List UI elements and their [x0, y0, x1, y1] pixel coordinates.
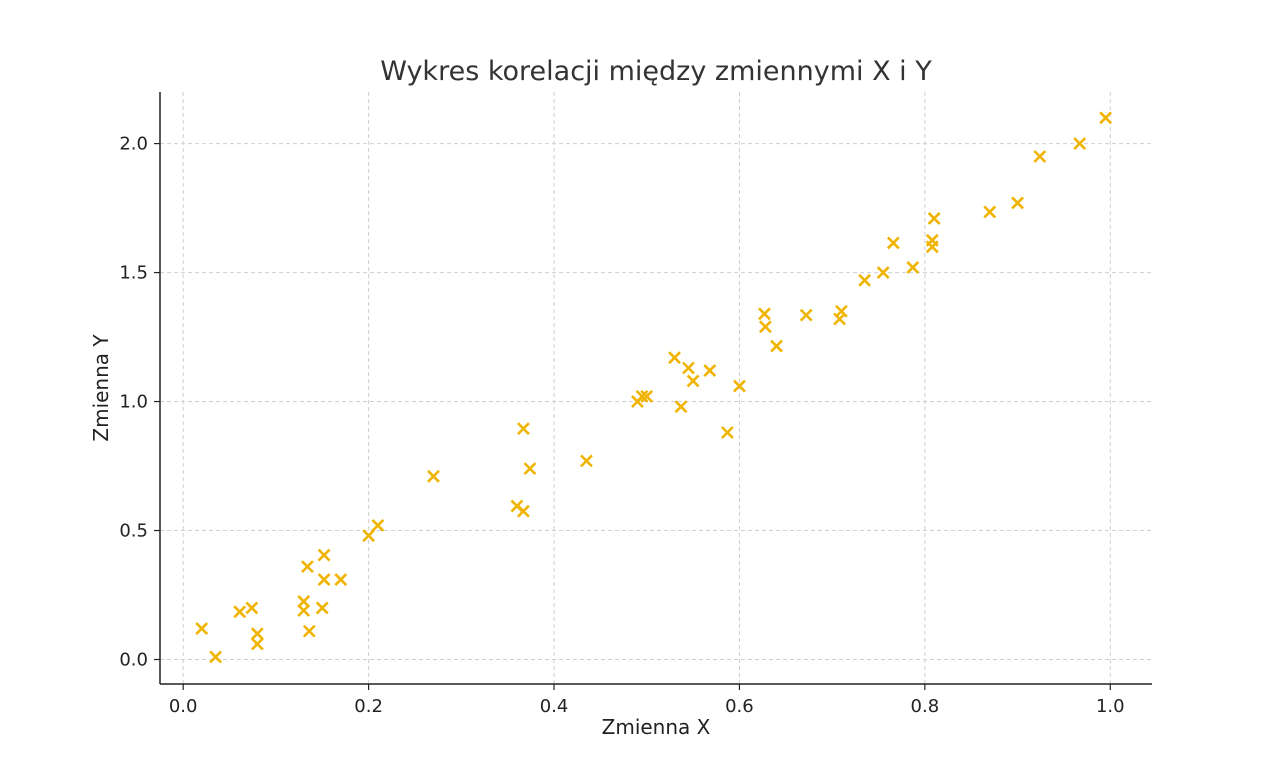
data-point-marker [1033, 150, 1047, 163]
y-axis-label: Zmienna Y [89, 334, 113, 442]
data-point-marker [733, 379, 746, 393]
data-point-marker [250, 637, 264, 651]
data-point-marker [876, 266, 890, 279]
data-point-marker [635, 389, 649, 403]
data-point-marker [517, 504, 530, 518]
data-point-marker [523, 462, 537, 476]
data-point-marker [703, 364, 717, 378]
data-point-marker [686, 374, 700, 388]
data-point-marker [245, 601, 259, 615]
data-point-marker [682, 361, 695, 375]
x-tick-label: 1.0 [1096, 696, 1125, 717]
data-point-marker [371, 518, 385, 532]
y-tick-label: 1.5 [119, 263, 148, 284]
y-tick-label: 0.0 [119, 649, 148, 670]
data-point-marker [674, 400, 688, 414]
chart-title: Wykres korelacji między zmiennymi X i Y [380, 56, 932, 87]
data-point-marker [1099, 111, 1113, 125]
data-point-marker [1073, 137, 1087, 151]
data-point-marker [195, 622, 209, 635]
x-tick-label: 0.2 [354, 696, 383, 717]
y-axis-ticks: 0.0 0.5 1.0 1.5 2.0 [119, 134, 160, 670]
data-point-marker [302, 624, 316, 638]
data-point-marker [427, 469, 440, 483]
data-point-marker [297, 595, 311, 608]
x-axis-label: Zmienna X [602, 715, 711, 739]
x-tick-label: 0.6 [725, 696, 754, 717]
x-axis-ticks: 0.0 0.2 0.4 0.6 0.8 1.0 [169, 684, 1125, 717]
data-point-marker [799, 308, 813, 322]
data-point-marker [668, 351, 681, 365]
data-point-marker [906, 260, 920, 274]
data-point-marker [720, 426, 734, 439]
data-point-marker [835, 304, 848, 318]
data-point-marker [317, 548, 331, 562]
y-tick-label: 1.0 [119, 392, 148, 413]
data-point-marker [233, 605, 247, 619]
data-point-marker [886, 236, 900, 250]
data-point-marker [580, 454, 593, 468]
data-point-marker [858, 273, 872, 287]
data-point-marker [209, 650, 223, 664]
grid-lines [160, 92, 1152, 684]
data-point-marker [362, 529, 376, 543]
y-tick-label: 0.5 [119, 521, 148, 542]
x-tick-label: 0.4 [540, 696, 569, 717]
data-point-marker [983, 205, 997, 219]
data-point-marker [300, 560, 314, 574]
data-point-marker [250, 627, 264, 641]
data-points [195, 111, 1113, 664]
data-point-marker [770, 339, 783, 353]
data-point-marker [927, 211, 941, 225]
x-tick-label: 0.8 [911, 696, 940, 717]
data-point-marker [517, 422, 530, 436]
data-point-marker [925, 233, 939, 247]
x-tick-label: 0.0 [169, 696, 198, 717]
data-point-marker [640, 389, 654, 403]
data-point-marker [315, 601, 329, 615]
data-point-marker [317, 573, 331, 586]
y-tick-label: 2.0 [119, 134, 148, 155]
data-point-marker [758, 307, 771, 321]
data-point-marker [334, 573, 348, 586]
data-point-marker [1011, 196, 1024, 210]
data-point-marker [758, 320, 772, 334]
